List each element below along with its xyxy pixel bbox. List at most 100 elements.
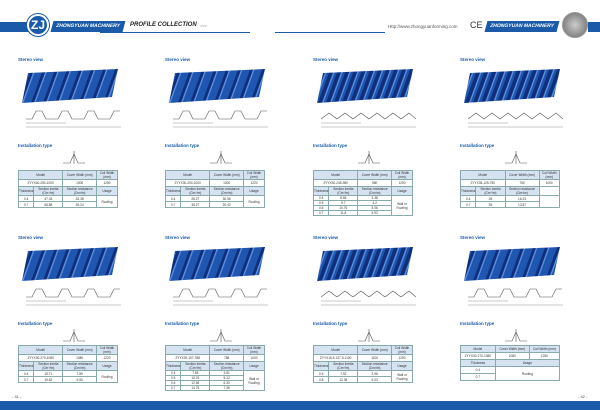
installation-type-label: Installation type [165,143,200,148]
usage-cell: Roofing [243,195,265,208]
coil-cell: 1200 [391,179,413,187]
th-inertia: Section inertia (Cm⁴/m) [328,361,359,371]
usage-cell: Roofing [494,366,561,381]
cell: 11.8 [328,210,359,216]
table-row: 0.4 7.65 3.81 Wall or Roofing [164,370,265,391]
stereo-view-label: Stereo view [460,57,486,62]
divider-left [100,32,250,33]
profile-sheet-image [317,69,413,103]
profile-sheet-image [22,69,118,103]
usage-cell [538,195,561,208]
cell: 25.24 [62,201,98,208]
th-cover: Cover Width (mm) [357,345,393,355]
installation-diagram [358,329,380,342]
profile-section-drawing [26,110,121,128]
model-cell: ZYYX30-245-980 [312,179,359,187]
cover-cell: 1080 [62,354,98,362]
profile-section-drawing [321,290,416,306]
installation-type-label: Installation type [460,143,495,148]
th-usage: Usage [243,186,265,196]
model-cell: ZYYX35-125-750 [460,179,506,187]
stereo-view-label: Stereo view [313,235,339,240]
installation-diagram [210,329,232,342]
th-cover: Cover Width (mm) [209,345,245,355]
model-cell: ZYYX16.5-137.5-1100 [312,354,359,362]
coil-cell: 1250 [391,354,413,362]
th-cover: Cover Width (mm) [357,170,393,180]
ce-mark: CE [470,20,483,30]
cell: 6.03 [357,376,393,383]
model-cell: ZYYX40-250-1000 [17,179,64,187]
profile-section-drawing [173,288,268,306]
model-cell: ZYYX30-270-1080 [460,352,496,360]
model-cell: ZYYX29-197-788 [164,354,211,362]
stereo-view-label: Stereo view [18,57,44,62]
th-usage: Usage [391,186,413,196]
th-model: Model [164,345,211,355]
th-usage: Usage [391,361,413,371]
th-thickness: Thickness [164,361,182,371]
th-coil: Coil Width (mm) [528,345,561,353]
th-thickness: Thickness [460,359,496,367]
installation-type-label: Installation type [313,321,348,326]
th-coil: Coil Width (mm) [243,345,265,355]
cell: 7.36 [209,385,245,391]
th-usage: Usage [96,361,118,371]
cell: 5.92 [357,210,393,216]
cell: 0.8 [312,376,330,383]
th-usage: Usage [494,359,561,367]
cell: 0.7 [312,210,330,216]
th-cover: Cover Width (mm) [494,345,530,353]
model-cell: ZYYX30-270-1080 [17,354,64,362]
coil-cell: 1000 [243,354,265,362]
usage-cell: Wall or Roofing [243,370,265,391]
profile-section-drawing [468,288,563,306]
thickness-cell: 0.7 [460,373,496,381]
th-usage: Usage [243,361,265,371]
profile-sheet-image [464,247,560,281]
arrows: >>> [200,23,208,28]
th-inertia: Section inertia (Cm⁴/m) [180,361,211,371]
header-bar-right [588,22,600,32]
installation-type-label: Installation type [18,321,53,326]
divider-right [275,32,385,33]
table-row: 0.7 35.27 20.42 [164,201,265,208]
th-resistance: Section resistance (Cm³/m) [62,361,98,371]
spec-table: Model Cover Width (mm) Coil Width (mm) ZYY… [164,170,265,208]
th-inertia: Section inertia (Cm⁴/m) [475,186,506,196]
installation-diagram [505,151,527,164]
stereo-view-label: Stereo view [165,57,191,62]
coil-cell: 1250 [96,179,118,187]
profile-sheet-image [317,247,413,281]
profile-sheet-image [464,69,560,103]
th-cover: Cover Width (mm) [209,170,245,180]
usage-cell: Roofing [96,370,118,383]
th-thickness: Thickness [17,361,35,371]
th-model: Model [312,345,359,355]
profile-sheet-image [169,247,265,281]
thickness-cell: 0.4 [460,366,496,374]
page-number-left: - 41 - [12,394,22,399]
installation-diagram [210,151,232,164]
coil-cell: 1220 [243,179,265,187]
table-row: 0.7 19.82 9.55 [17,376,118,383]
website-url[interactable]: Http://www.zhongyuanforming.com [388,24,458,29]
coil-cell: 1000 [538,179,561,187]
th-coil: Coil Width (mm) [391,345,413,355]
table-row: 0.7 [460,373,560,381]
cell: 12.38 [328,376,359,383]
stereo-view-label: Stereo view [165,235,191,240]
profile-sheet-image [22,247,118,281]
cell: 0.7 [164,385,182,391]
th-coil: Coil Width (mm) [243,170,265,180]
th-coil: Coil Width (mm) [96,345,118,355]
installation-type-label: Installation type [313,143,348,148]
profile-section-drawing [468,112,563,128]
cover-cell: 980 [357,179,393,187]
usage-cell: Wall or Roofing [391,370,413,383]
cover-cell: 1000 [209,179,245,187]
installation-diagram [505,329,527,342]
th-inertia: Section inertia (Cm⁴/m) [33,361,64,371]
th-usage: Usage [96,186,118,196]
th-thickness: Thickness [164,186,182,196]
